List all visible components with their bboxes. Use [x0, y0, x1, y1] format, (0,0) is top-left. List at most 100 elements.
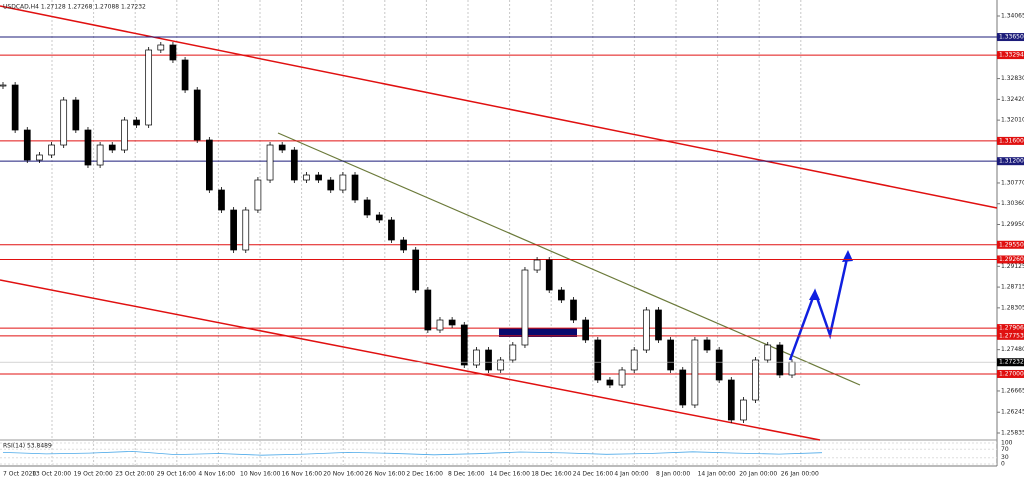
candle: [667, 339, 674, 371]
candle: [254, 179, 262, 211]
x-tick-label: 20 Jan 00:00: [739, 471, 777, 478]
candle: [60, 99, 68, 146]
candle: [521, 269, 529, 346]
candle: [655, 309, 662, 341]
level-tag: [997, 240, 1024, 249]
candle: [242, 209, 250, 251]
level-tag: [997, 331, 1024, 340]
candle: [0, 84, 7, 87]
y-tick-label: 1.32830: [1001, 75, 1024, 82]
candle: [788, 361, 796, 376]
x-tick-label: 16 Nov 16:00: [282, 471, 323, 478]
y-tick-label: 1.26245: [1001, 409, 1024, 416]
x-tick-label: 26 Jan 00:00: [781, 471, 819, 478]
y-tick-label: 1.29125: [1001, 263, 1024, 270]
candle: [424, 289, 432, 331]
levels: 1.33650 1.33294 1.31600 1.31200 1.29550 1.292…: [0, 33, 1024, 378]
rsi-tick-label: 100: [1001, 440, 1013, 447]
candle: [594, 339, 602, 381]
candles: [0, 41, 796, 423]
candle: [460, 324, 468, 366]
x-tick-label: 24 Dec 16:00: [573, 471, 614, 478]
level-label: 1.27906: [999, 325, 1024, 332]
candle: [72, 99, 80, 131]
level-label: 1.33294: [999, 52, 1024, 59]
candle: [327, 179, 335, 191]
x-tick-label: 19 Oct 20:00: [74, 471, 113, 478]
y-tick-label: 1.32420: [1001, 96, 1024, 103]
rsi-line: [2, 450, 823, 456]
candle: [448, 319, 456, 326]
x-tick-label: 29 Oct 16:00: [157, 471, 196, 478]
level-label: 1.33650: [999, 34, 1024, 41]
candle: [157, 44, 165, 51]
forecast-arrow: [788, 253, 850, 361]
x-tick-label: 4 Jan 00:00: [614, 471, 648, 478]
level-label: 1.27753: [999, 332, 1024, 339]
candle: [509, 344, 517, 361]
candle: [679, 369, 687, 406]
x-tick-label: 18 Dec 16:00: [531, 471, 572, 478]
x-tick-label: 7 Oct 2020: [3, 471, 36, 478]
candle: [121, 119, 128, 151]
candle: [436, 319, 444, 331]
zone: [499, 328, 577, 337]
candle: [303, 174, 310, 181]
level-label: 1.31200: [999, 158, 1024, 165]
candle: [351, 174, 359, 201]
level-label: 1.27000: [999, 370, 1024, 377]
level-tag: [997, 157, 1024, 166]
candle: [230, 209, 237, 251]
level-tag: [997, 51, 1024, 60]
candle: [630, 349, 638, 371]
x-tick-label: 10 Nov 16:00: [240, 471, 281, 478]
candle: [727, 379, 735, 421]
grid: [51, 0, 802, 466]
candle: [278, 144, 286, 151]
candle: [764, 344, 772, 361]
candle: [339, 174, 347, 191]
candle: [375, 214, 383, 221]
candle: [582, 319, 589, 341]
candle: [715, 349, 723, 381]
candle: [618, 369, 626, 386]
x-tick-label: 13 Oct 20:00: [32, 471, 71, 478]
rsi-tick-label: 70: [1001, 446, 1009, 453]
x-tick-label: 23 Oct 20:00: [115, 471, 154, 478]
y-tick-label: 1.30360: [1001, 200, 1024, 207]
level-label: 1.31600: [999, 137, 1024, 144]
x-tick-label: 14 Jan 00:00: [698, 471, 736, 478]
x-tick-label: 20 Nov 16:00: [323, 471, 364, 478]
candle: [703, 339, 711, 351]
x-tick-label: 14 Dec 16:00: [490, 471, 531, 478]
candle: [473, 349, 480, 366]
candle: [133, 119, 140, 126]
y-tick-label: 1.27480: [1001, 346, 1024, 353]
y-tick-label: 1.28715: [1001, 284, 1024, 291]
candle: [181, 59, 189, 91]
x-tick-label: 26 Nov 16:00: [365, 471, 406, 478]
candle: [206, 139, 213, 191]
x-tick-label: 2 Dec 16:00: [406, 471, 443, 478]
y-tick-label: 1.32010: [1001, 117, 1024, 124]
y-tick-label: 1.26665: [1001, 387, 1024, 394]
candle: [48, 144, 55, 156]
x-tick-label: 4 Nov 16:00: [198, 471, 235, 478]
candle: [145, 49, 153, 126]
current-price-tag: [997, 358, 1024, 367]
candle: [533, 259, 541, 271]
channel-lower: [0, 279, 821, 441]
candle: [290, 149, 298, 181]
candle: [497, 359, 505, 371]
rsi-tick-label: 30: [1001, 454, 1009, 461]
candle: [485, 349, 492, 371]
y-tick-label: 1.28305: [1001, 304, 1024, 311]
y-tick-label: 1.30770: [1001, 179, 1024, 186]
chart-title: USDCAD,H4 1.27128 1.27268 1.27088 1.2723…: [3, 4, 146, 11]
candle: [84, 129, 92, 166]
candle: [545, 259, 553, 291]
candle: [412, 249, 420, 291]
level-label: 1.29550: [999, 241, 1024, 248]
candle: [193, 89, 201, 141]
